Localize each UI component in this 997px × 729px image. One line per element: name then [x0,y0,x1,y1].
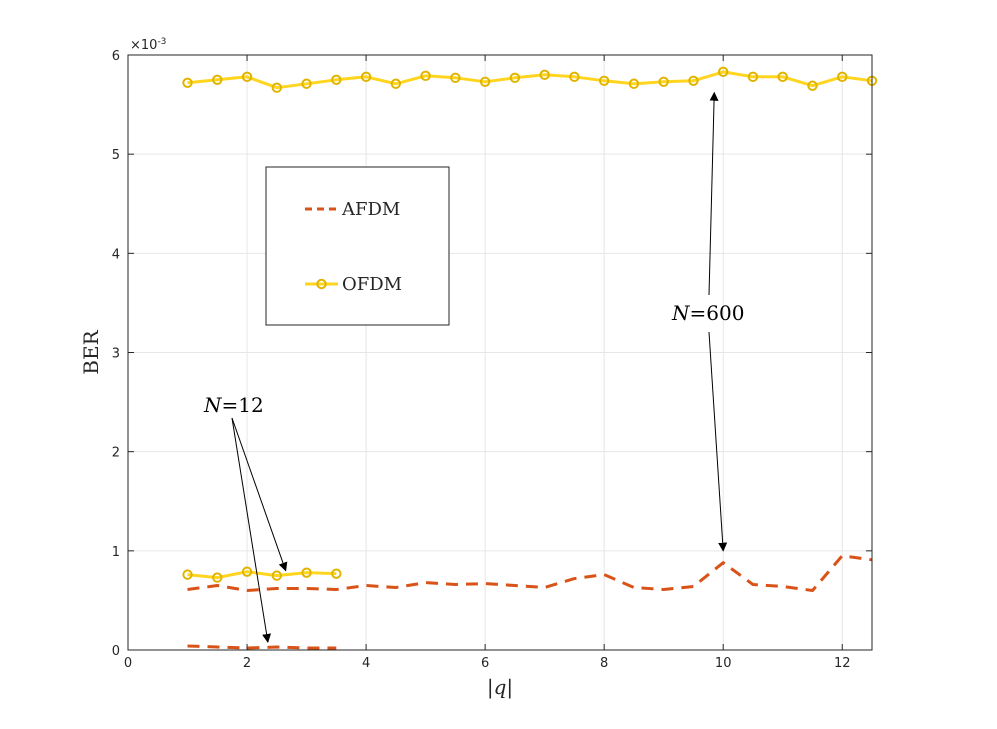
y-tick-label: 6 [112,49,120,64]
ofdm-n600-point [539,69,550,81]
x-tick-label: 4 [362,656,370,671]
ofdm-n12-point [271,570,282,581]
x-tick-label: 12 [834,656,851,671]
ofdm-n12-point [301,567,312,578]
grid [127,54,872,651]
ofdm-n600-point [301,78,312,89]
ofdm-n600-point [837,71,848,83]
legend-box [265,166,450,326]
ofdm-n600-point [390,78,402,89]
ofdm-n600-point [658,76,669,87]
ofdm-n600-point [479,76,491,87]
ofdm-n12-point [212,572,223,583]
legend-ofdm-label: OFDM [342,274,402,295]
series-layer [182,66,878,650]
y-tick-label: 5 [112,148,120,163]
ofdm-n600-point [212,74,223,85]
ofdm-n12-point [331,568,342,579]
annotation-arrow-n12 [231,417,288,572]
x-tick-label: 8 [600,656,608,671]
ofdm-n600-point [569,71,580,83]
ofdm-n600-line [187,70,873,90]
annotation-arrow-n600 [708,91,719,296]
legend: AFDM OFDM [265,166,450,326]
ofdm-n12-line [187,570,337,580]
ofdm-n600-point [241,71,253,83]
ofdm-n600-point [628,78,640,89]
x-tick-label: 6 [481,656,489,671]
ofdm-n600-point [360,71,372,83]
afdm-n12-line [187,644,337,650]
x-tick-label: 0 [124,656,132,671]
ofdm-n600-point [450,72,461,84]
annotation-arrow-n600 [708,331,728,552]
annotation-n600: N=600 [671,301,744,325]
x-axis-label: |q| [487,675,513,700]
annotation-arrow-n12 [231,417,272,643]
ofdm-n12-point [241,566,253,577]
afdm-n600-line [187,554,873,592]
legend-ofdm-marker [316,278,327,290]
x-tick-label: 2 [243,656,251,671]
legend-afdm-label: AFDM [341,199,400,220]
ofdm-n600-point [509,72,521,84]
y-tick-label: 4 [112,247,120,262]
ofdm-n600-point [598,75,610,86]
y-tick-label: 0 [112,644,120,659]
ofdm-n600-point [182,77,193,88]
ofdm-n600-point [777,71,788,83]
ofdm-n600-point [688,75,699,86]
annotation-layer: N=600 N=12 [203,91,744,643]
y-tick-label: 3 [112,347,120,362]
y-tick-label: 1 [112,545,120,560]
ofdm-n600-point [718,66,729,78]
ofdm-n12-point [182,569,193,580]
ofdm-n600-point [747,71,759,83]
ofdm-n600-point [271,82,282,93]
ofdm-n600-point [807,80,818,91]
y-axis-label: BER [79,329,103,374]
ofdm-n600-point [420,70,431,82]
x-tick-label: 10 [715,656,732,671]
annotation-n12: N=12 [203,393,264,417]
ofdm-n600-point [331,74,342,85]
y-exponent-label: ×10-3 [130,37,166,53]
y-tick-label: 2 [112,446,120,461]
